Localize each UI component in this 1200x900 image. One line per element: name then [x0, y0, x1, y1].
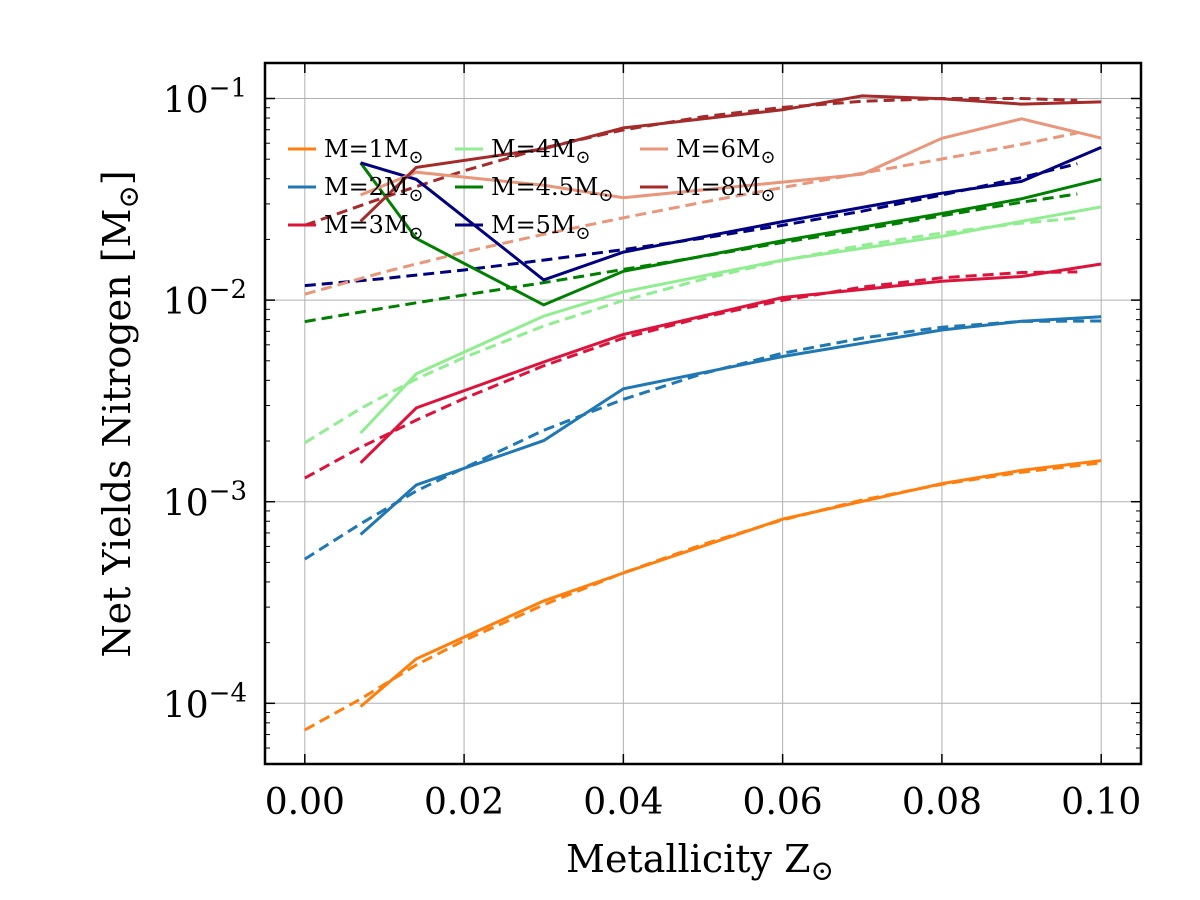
x-tick-label: 0.08 — [902, 782, 982, 823]
fit-line-8 — [304, 97, 1078, 227]
series-line-1 — [359, 459, 1102, 708]
series-line-4 — [359, 205, 1102, 435]
fit-line-2 — [303, 319, 1102, 561]
axis-ticks — [265, 63, 1141, 764]
series-line-5 — [359, 161, 1102, 307]
x-tick-label: 0.10 — [1061, 782, 1141, 823]
y-axis-label: Net Yields Nitrogen [M⊙] — [95, 170, 145, 657]
legend-label-7: M=6M⊙ — [676, 135, 776, 168]
fit-line-4 — [304, 216, 1078, 445]
series-line-2 — [359, 315, 1102, 536]
series-line-8 — [359, 94, 1102, 223]
legend-label-8: M=8M⊙ — [676, 173, 776, 206]
plot-frame — [263, 61, 1143, 766]
legend: M=1M⊙ M=2M⊙ M=3M⊙ M=4M⊙ M=4.5M⊙ M=5M⊙ M=6M⊙ M=8… — [288, 135, 776, 244]
x-tick-label: 0.04 — [583, 782, 663, 823]
legend-label-1: M=1M⊙ — [324, 135, 424, 168]
legend-label-5: M=4.5M⊙ — [491, 173, 614, 206]
y-tick-label: 10−2 — [163, 275, 247, 323]
fit-line-3 — [304, 270, 1078, 480]
x-tick-label: 0.00 — [265, 782, 345, 823]
fit-line-7 — [304, 131, 1078, 296]
x-tick-label: 0.02 — [424, 782, 504, 823]
fit-line-5 — [304, 192, 1078, 324]
series-line-3 — [359, 262, 1102, 464]
series-line-7 — [360, 117, 1102, 200]
y-tick-label: 10−3 — [163, 477, 247, 525]
legend-label-4: M=4M⊙ — [491, 135, 591, 168]
series-line-6 — [360, 146, 1102, 282]
tick-labels: 0.00 0.02 0.04 0.06 0.08 0.10 10−4 10−3 10−2 10−1 — [163, 74, 1141, 823]
y-tick-label: 10−4 — [163, 678, 247, 726]
y-tick-label: 10−1 — [163, 74, 247, 122]
legend-label-2: M=2M⊙ — [324, 173, 424, 206]
legend-label-3: M=3M⊙ — [324, 211, 424, 244]
x-axis-label: Metallicity Z⊙ — [566, 837, 834, 887]
legend-label-6: M=5M⊙ — [491, 211, 591, 244]
series-lines — [359, 94, 1102, 708]
x-tick-label: 0.06 — [743, 782, 823, 823]
